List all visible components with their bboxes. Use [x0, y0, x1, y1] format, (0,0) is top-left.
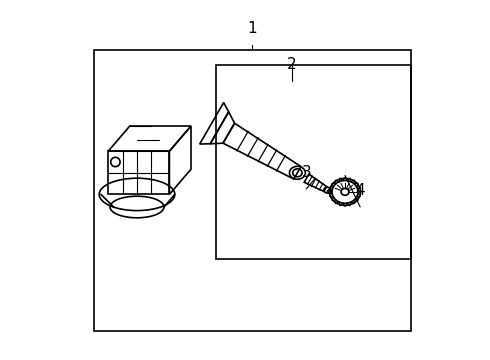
Text: 4: 4 [355, 183, 365, 198]
Text: 1: 1 [247, 21, 257, 36]
Text: 2: 2 [287, 57, 296, 72]
Text: 3: 3 [301, 165, 311, 180]
